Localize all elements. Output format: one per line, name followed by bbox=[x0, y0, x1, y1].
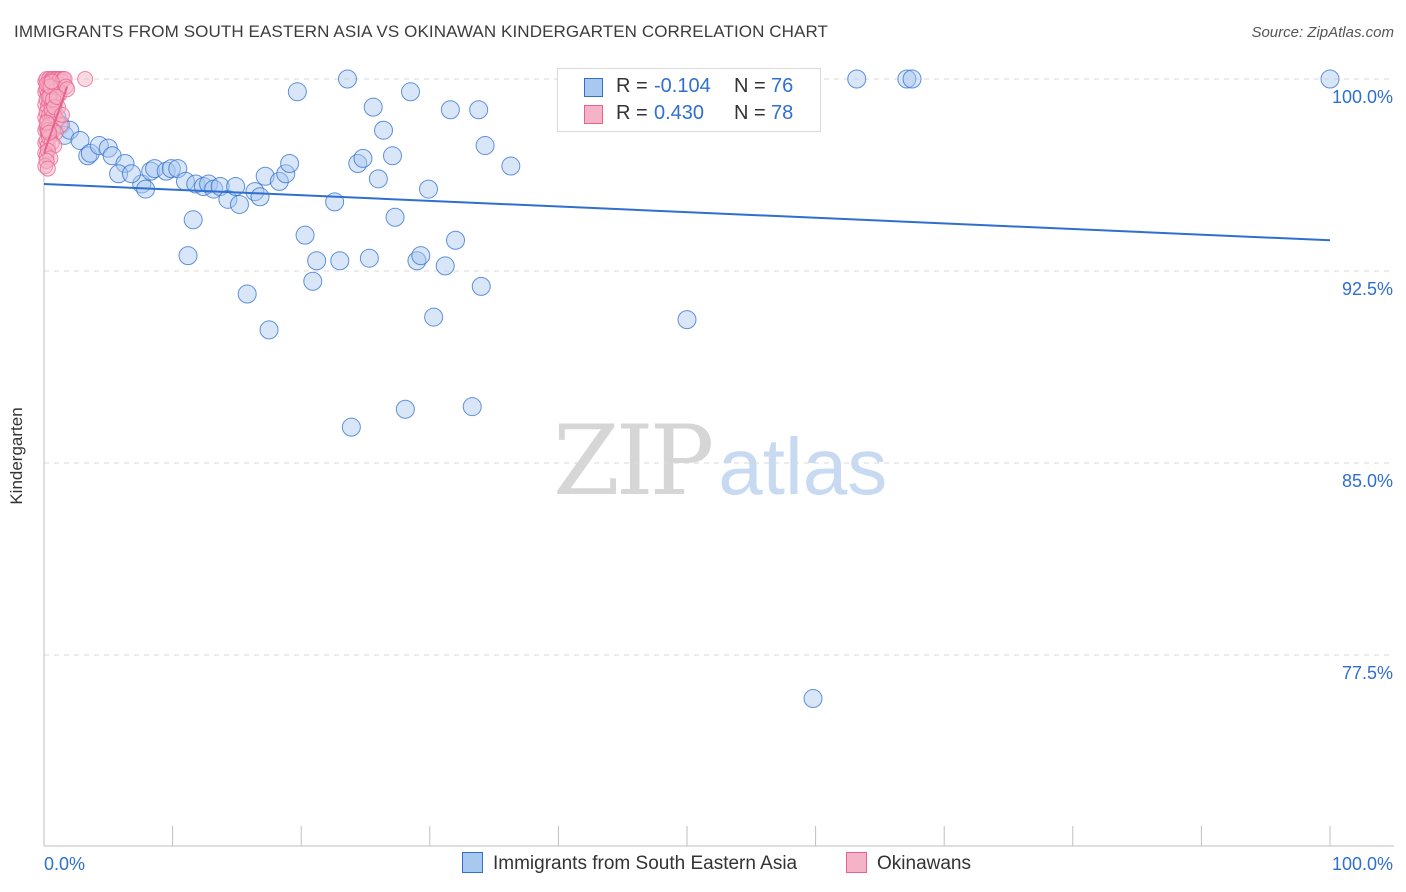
y-axis-label: Kindergarten bbox=[7, 407, 26, 505]
data-point-blue bbox=[462, 397, 482, 417]
data-point-blue bbox=[475, 136, 495, 156]
data-point-blue bbox=[303, 271, 323, 291]
data-point-blue bbox=[183, 210, 203, 230]
data-point-blue bbox=[237, 284, 257, 304]
n-value-pink: 78 bbox=[771, 102, 794, 124]
data-point-blue bbox=[156, 161, 176, 181]
data-point-blue bbox=[407, 251, 427, 271]
data-point-blue bbox=[245, 182, 265, 202]
data-point-pink bbox=[39, 160, 56, 177]
data-point-blue bbox=[145, 159, 165, 179]
data-point-blue bbox=[341, 417, 361, 437]
data-point-blue bbox=[424, 307, 444, 327]
pink-legend-swatch bbox=[846, 852, 867, 873]
blue-swatch bbox=[584, 78, 603, 97]
data-point-blue bbox=[199, 174, 219, 194]
data-point-blue bbox=[419, 179, 439, 199]
data-point-blue bbox=[276, 164, 296, 184]
data-point-blue bbox=[677, 310, 697, 330]
data-point-blue bbox=[847, 69, 867, 89]
n-label: N = bbox=[734, 75, 766, 97]
data-point-blue bbox=[411, 246, 431, 266]
data-point-blue bbox=[70, 130, 90, 150]
bottom-legend-item-pink: Okinawans bbox=[846, 852, 971, 875]
pink-swatch bbox=[584, 105, 603, 124]
data-point-blue bbox=[307, 251, 327, 271]
data-point-blue bbox=[359, 248, 379, 268]
y-tick-label: 77.5% bbox=[1342, 663, 1393, 683]
x-tick-label: 0.0% bbox=[44, 854, 85, 874]
n-value-blue: 76 bbox=[771, 75, 794, 97]
data-point-blue bbox=[115, 153, 135, 173]
data-point-blue bbox=[330, 251, 350, 271]
bottom-legend-item-blue: Immigrants from South Eastern Asia bbox=[462, 852, 797, 875]
data-point-blue bbox=[374, 120, 394, 140]
data-point-blue bbox=[348, 153, 368, 173]
data-point-blue bbox=[121, 164, 141, 184]
watermark-zip: ZIP bbox=[553, 405, 714, 517]
bottom-legend-label: Immigrants from South Eastern Asia bbox=[493, 853, 798, 874]
data-point-blue bbox=[363, 97, 383, 117]
watermark-atlas: atlas bbox=[718, 422, 888, 511]
data-point-blue bbox=[803, 689, 823, 709]
data-point-blue bbox=[395, 399, 415, 419]
stats-legend: R = -0.104 N = 76 R = 0.430 N = 78 bbox=[557, 68, 821, 132]
data-point-blue bbox=[501, 156, 521, 176]
data-point-blue bbox=[401, 82, 421, 102]
watermark: ZIP atlas bbox=[553, 405, 887, 517]
bottom-legend-label: Okinawans bbox=[877, 853, 971, 874]
data-point-blue bbox=[902, 69, 922, 89]
r-value-blue: -0.104 bbox=[654, 75, 711, 97]
r-value-pink: 0.430 bbox=[654, 102, 705, 124]
data-point-blue bbox=[255, 166, 275, 186]
data-point-pink bbox=[43, 73, 60, 90]
data-point-blue bbox=[259, 320, 279, 340]
data-point-blue bbox=[368, 169, 388, 189]
data-point-blue bbox=[1320, 69, 1340, 89]
data-point-pink bbox=[77, 71, 94, 87]
data-point-blue bbox=[337, 69, 357, 89]
source-label: Source: ZipAtlas.com bbox=[1251, 24, 1394, 41]
data-point-blue bbox=[385, 207, 405, 227]
data-point-blue bbox=[250, 187, 270, 207]
data-point-blue bbox=[280, 153, 300, 173]
y-tick-label: 85.0% bbox=[1342, 471, 1393, 491]
r-label: R = bbox=[616, 75, 648, 97]
x-tick-label: 100.0% bbox=[1332, 854, 1393, 874]
trend-line-blue bbox=[43, 182, 1331, 242]
trend-line-pink bbox=[43, 86, 69, 154]
chart-title: IMMIGRANTS FROM SOUTH EASTERN ASIA VS OK… bbox=[14, 22, 829, 41]
data-point-blue bbox=[446, 230, 466, 250]
blue-legend-swatch bbox=[462, 852, 483, 873]
data-point-blue bbox=[383, 146, 403, 166]
y-tick-label: 92.5% bbox=[1342, 279, 1393, 299]
data-point-blue bbox=[295, 225, 315, 245]
y-tick-label: 100.0% bbox=[1332, 87, 1393, 107]
data-point-blue bbox=[229, 194, 249, 214]
data-point-blue bbox=[226, 177, 246, 197]
data-point-blue bbox=[269, 171, 289, 191]
n-label: N = bbox=[734, 102, 766, 124]
r-label: R = bbox=[616, 102, 648, 124]
data-point-blue bbox=[161, 159, 181, 179]
data-point-blue bbox=[469, 100, 489, 120]
data-point-blue bbox=[178, 246, 198, 266]
data-point-blue bbox=[471, 276, 491, 296]
data-point-blue bbox=[353, 148, 373, 168]
data-point-blue bbox=[435, 256, 455, 276]
data-point-blue bbox=[440, 100, 460, 120]
data-point-blue bbox=[287, 82, 307, 102]
data-point-blue bbox=[897, 69, 917, 89]
